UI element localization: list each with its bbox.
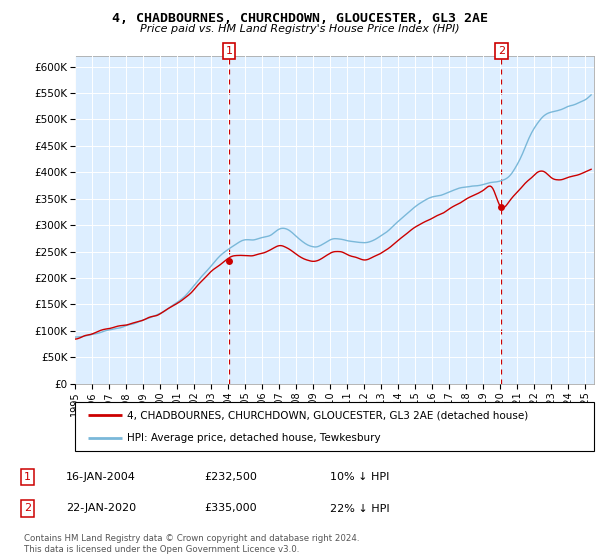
Text: 22-JAN-2020: 22-JAN-2020 (66, 503, 136, 514)
Text: 1: 1 (226, 46, 232, 56)
Text: 2: 2 (498, 46, 505, 56)
Text: This data is licensed under the Open Government Licence v3.0.: This data is licensed under the Open Gov… (24, 545, 299, 554)
Text: 4, CHADBOURNES, CHURCHDOWN, GLOUCESTER, GL3 2AE (detached house): 4, CHADBOURNES, CHURCHDOWN, GLOUCESTER, … (127, 410, 528, 421)
Text: Price paid vs. HM Land Registry's House Price Index (HPI): Price paid vs. HM Land Registry's House … (140, 24, 460, 34)
Text: 16-JAN-2004: 16-JAN-2004 (66, 472, 136, 482)
FancyBboxPatch shape (75, 402, 594, 451)
Text: 10% ↓ HPI: 10% ↓ HPI (330, 472, 389, 482)
Text: £232,500: £232,500 (204, 472, 257, 482)
Text: 1: 1 (24, 472, 31, 482)
Text: 4, CHADBOURNES, CHURCHDOWN, GLOUCESTER, GL3 2AE: 4, CHADBOURNES, CHURCHDOWN, GLOUCESTER, … (112, 12, 488, 25)
Text: HPI: Average price, detached house, Tewkesbury: HPI: Average price, detached house, Tewk… (127, 433, 380, 444)
Text: 2: 2 (24, 503, 31, 514)
Text: Contains HM Land Registry data © Crown copyright and database right 2024.: Contains HM Land Registry data © Crown c… (24, 534, 359, 543)
Text: 22% ↓ HPI: 22% ↓ HPI (330, 503, 389, 514)
Text: £335,000: £335,000 (204, 503, 257, 514)
